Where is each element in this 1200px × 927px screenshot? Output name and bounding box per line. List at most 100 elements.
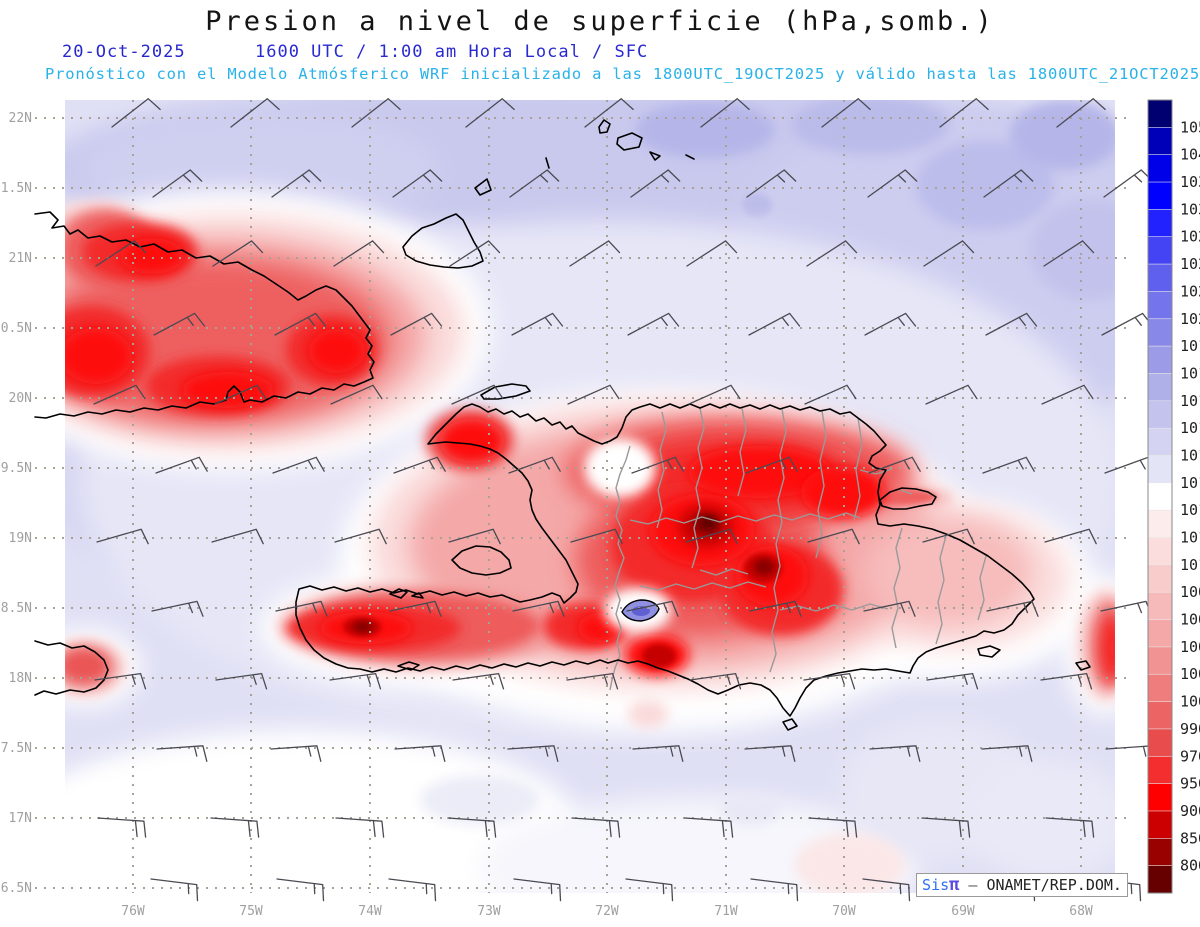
wind-barb [627, 312, 680, 336]
lat-label: 20N [9, 391, 32, 406]
wind-barb [275, 600, 328, 617]
wind-barb [1041, 384, 1094, 405]
wind-barb [630, 169, 681, 198]
colorbar-label: 900 [1180, 802, 1200, 820]
colorbar-label: 1012 [1180, 529, 1200, 547]
wind-barb [868, 456, 921, 474]
wind-barb [567, 384, 620, 405]
colorbar-label: 1022 [1180, 282, 1200, 300]
lat-label: 17N [9, 811, 32, 826]
wind-barb [688, 384, 741, 405]
wind-barb [921, 817, 971, 838]
wind-barb [388, 878, 437, 902]
lon-label: 70W [832, 904, 856, 919]
lon-label: 69W [951, 904, 975, 919]
wind-barb [230, 98, 280, 128]
lat-label: 19N [9, 531, 32, 546]
wind-barb [804, 384, 857, 405]
colorbar-segment [1147, 564, 1173, 593]
wind-barb [744, 745, 796, 762]
wind-barb [745, 456, 798, 474]
colorbar-label: 1006 [1180, 611, 1200, 629]
lat-label: 7.5N [1, 741, 32, 756]
lon-label: 74W [358, 904, 382, 919]
colorbar-label: 1020 [1180, 310, 1200, 328]
colorbar-segment [1147, 291, 1173, 320]
colorbar-segment [1147, 373, 1173, 402]
wind-barb [329, 672, 382, 690]
colorbar-segment [1147, 537, 1173, 566]
lon-label: 71W [714, 904, 738, 919]
wind-barb [155, 456, 208, 474]
colorbar-segment [1147, 482, 1173, 511]
wind-barb [95, 240, 147, 267]
wind-barb [351, 98, 401, 128]
wind-barb [276, 878, 325, 902]
colorbar-segment [1147, 127, 1173, 156]
colorbar-segment [1147, 209, 1173, 238]
wind-barb [986, 600, 1039, 617]
colorbar-segment [1147, 701, 1173, 730]
colorbar-segment [1147, 810, 1173, 840]
lon-label: 68W [1069, 904, 1093, 919]
wind-barb [274, 312, 327, 336]
wind-barb [982, 456, 1035, 474]
wind-barb [626, 600, 679, 617]
lat-label: 21N [9, 251, 32, 266]
wind-barb [867, 169, 918, 198]
colorbar-segment [1147, 646, 1173, 676]
wind-barb [625, 878, 674, 902]
credit-dash: – [959, 876, 987, 894]
wind-barb [270, 745, 322, 762]
valid-date: 20-Oct-2025 [62, 42, 186, 62]
lat-label: 18N [9, 671, 32, 686]
wind-barb [821, 98, 871, 128]
wind-barb [1045, 817, 1095, 838]
wind-barb [449, 240, 501, 267]
wind-barb [508, 456, 561, 474]
colorbar-label: 1019 [1180, 337, 1200, 355]
wind-barb [1044, 528, 1097, 545]
wind-barb [152, 169, 203, 198]
colorbar-label: 1016 [1180, 419, 1200, 437]
colorbar-segment [1147, 455, 1173, 484]
colorbar-label: 1008 [1180, 583, 1200, 601]
wind-barb [807, 528, 860, 545]
colorbar-label: 1025 [1180, 255, 1200, 273]
wind-barb [452, 672, 505, 690]
wind-barb [97, 817, 147, 838]
wind-barb [333, 240, 385, 267]
wind-barb [465, 98, 515, 128]
wind-barb [923, 240, 975, 267]
wind-barb [584, 98, 634, 128]
wind-barb [685, 528, 738, 545]
wind-barb [808, 817, 858, 838]
wind-barb [392, 169, 443, 198]
wind-barb [571, 817, 621, 838]
wind-barb [451, 384, 504, 405]
wind-barb [394, 745, 446, 762]
wind-barb [748, 312, 801, 336]
credit-pi-icon: π [949, 875, 960, 895]
colorbar-segment [1147, 728, 1173, 758]
colorbar-label: 1035 [1180, 173, 1200, 191]
wind-barb [393, 456, 446, 474]
colorbar-segment [1147, 345, 1173, 375]
wind-barb [156, 745, 208, 762]
colorbar-label: 1017 [1180, 392, 1200, 410]
colorbar-segment [1147, 400, 1173, 429]
wind-barb [700, 98, 750, 128]
wind-barb [631, 456, 684, 474]
wind-barb [985, 312, 1038, 336]
valid-time: 1600 UTC / 1:00 am Hora Local / SFC [255, 42, 649, 62]
wind-barb [509, 169, 560, 198]
wind-barb [806, 240, 858, 267]
lon-label: 75W [239, 904, 263, 919]
wind-barb [926, 672, 979, 690]
forecast-description: Pronóstico con el Modelo Atmósferico WRF… [45, 65, 1200, 83]
lon-label: 73W [477, 904, 501, 919]
wind-barb [1056, 98, 1106, 128]
wind-barb [869, 745, 921, 762]
wind-barb [93, 384, 146, 405]
